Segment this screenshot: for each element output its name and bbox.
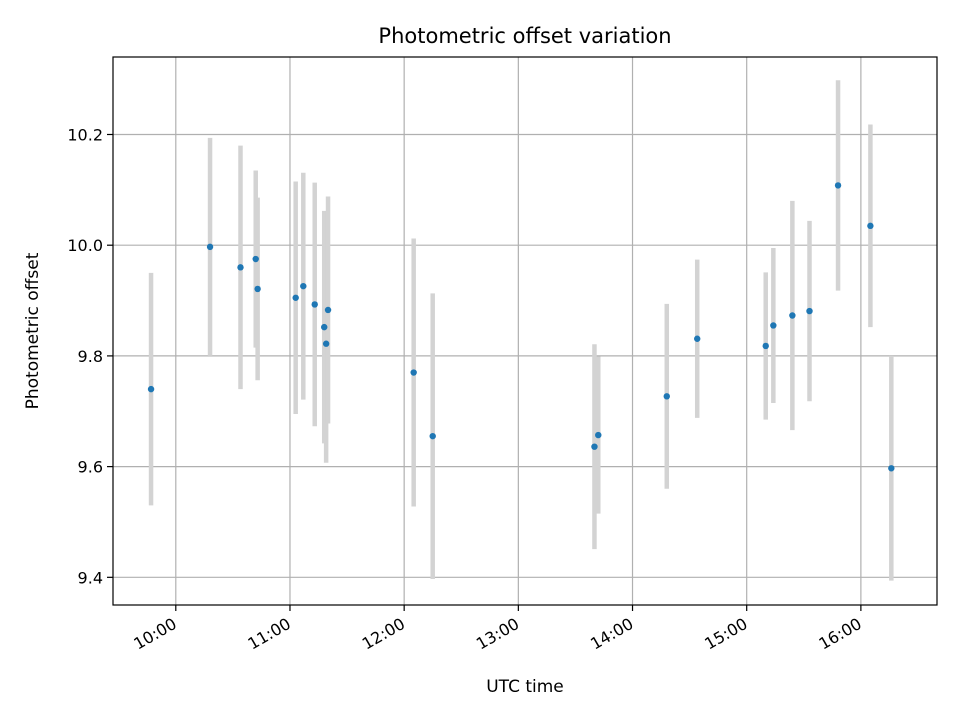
data-point: [806, 307, 813, 315]
data-point: [206, 243, 214, 251]
grid: [113, 57, 937, 605]
y-tick-label: 10.0: [67, 236, 103, 255]
data-point: [237, 264, 244, 271]
data-point: [324, 306, 332, 314]
data-point: [292, 294, 299, 301]
data-point: [762, 342, 769, 350]
data-point: [888, 465, 895, 472]
data-point: [834, 182, 842, 189]
data-point: [770, 322, 777, 329]
data-point: [254, 285, 261, 293]
plot-area: [113, 57, 937, 605]
data-point: [429, 432, 436, 440]
data-point: [595, 431, 602, 439]
data-point: [321, 323, 328, 331]
data-point: [147, 385, 155, 393]
data-points: [147, 182, 895, 472]
data-point: [663, 393, 670, 400]
data-point: [300, 282, 307, 290]
data-point: [789, 312, 796, 319]
y-axis-label: Photometric offset: [23, 252, 43, 409]
chart-title: Photometric offset variation: [378, 24, 671, 48]
data-point: [322, 340, 330, 347]
data-point: [311, 301, 318, 308]
x-axis-label: UTC time: [486, 677, 564, 697]
data-point: [252, 255, 259, 263]
data-point: [410, 369, 417, 376]
y-tick-label: 10.2: [67, 125, 103, 144]
data-point: [591, 443, 598, 450]
data-point: [694, 335, 701, 342]
data-point: [867, 222, 874, 230]
y-tick-label: 9.6: [78, 458, 103, 477]
y-tick-label: 9.8: [78, 347, 103, 366]
plot-frame: [112, 56, 938, 606]
y-tick-label: 9.4: [78, 568, 103, 587]
